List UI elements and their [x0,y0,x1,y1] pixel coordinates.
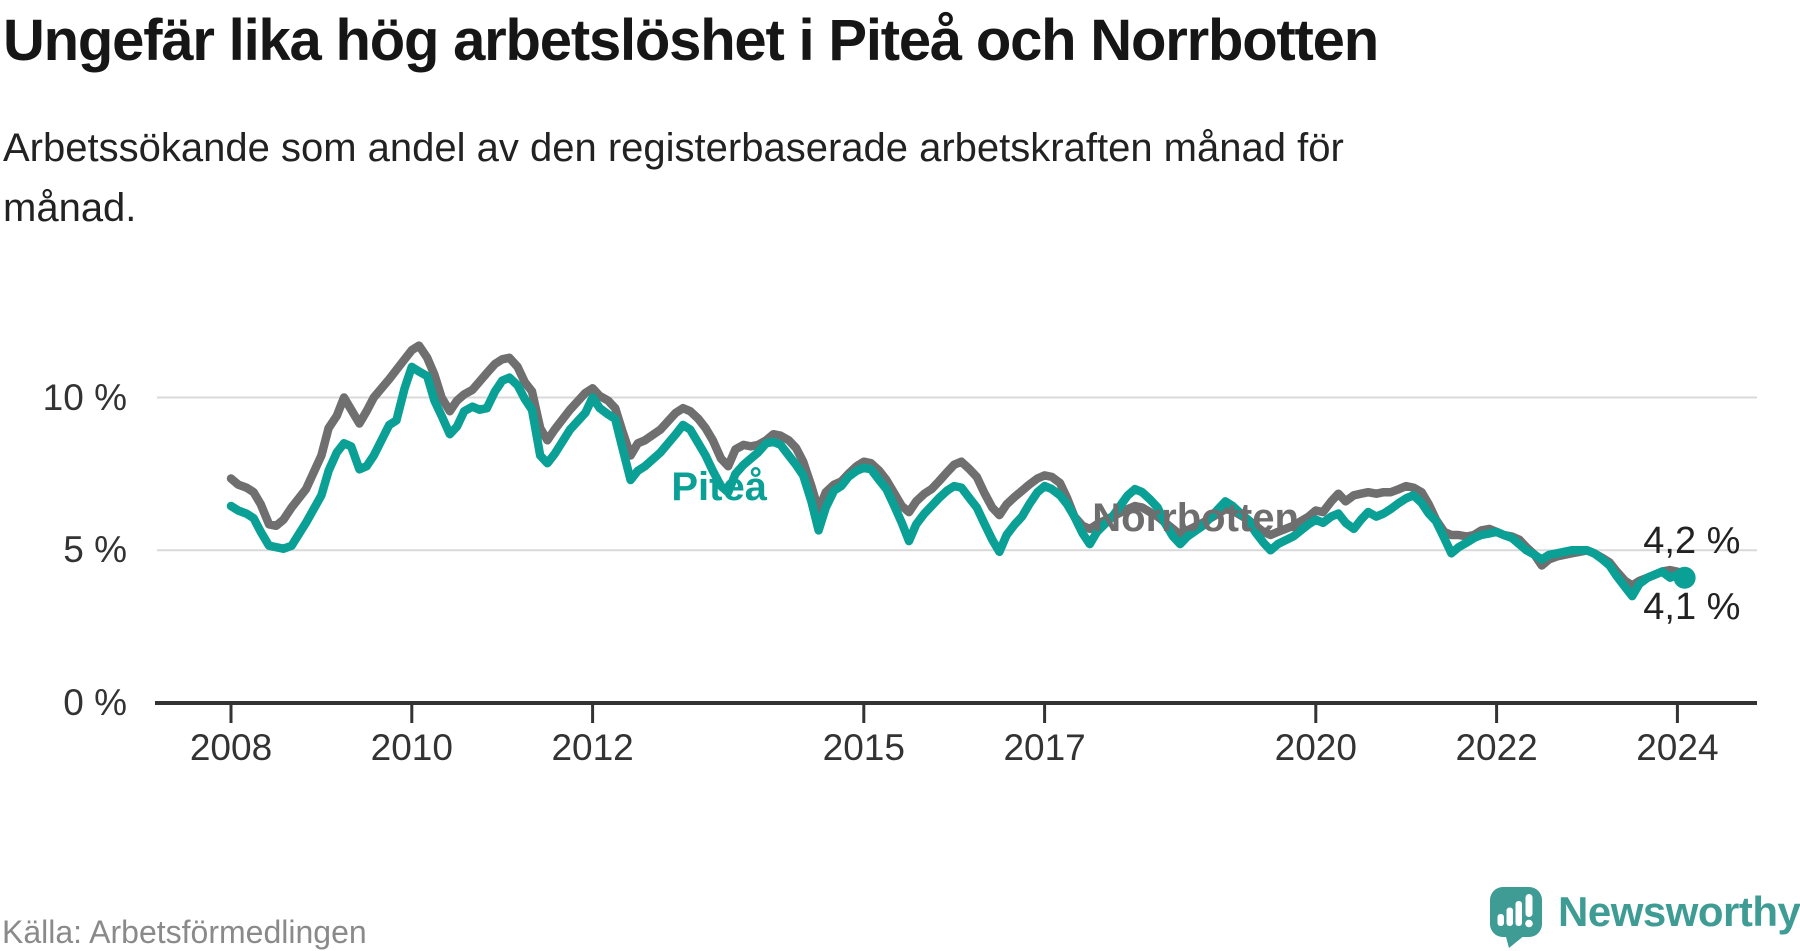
newsworthy-icon [1490,887,1542,948]
x-tick-label-2012: 2012 [551,727,634,768]
x-tick-label-2020: 2020 [1274,727,1357,768]
bar-1 [1497,914,1504,926]
series-line-pite [226,362,1689,601]
y-tick-label-0: 0 % [63,682,127,723]
series-line-norrbotten [226,341,1689,590]
exclamation-dot [1525,919,1533,928]
x-tick-label-2017: 2017 [1003,727,1086,768]
end-value-norrbotten: 4,2 % [1643,520,1741,563]
bar-2 [1506,907,1513,926]
end-value-pitea: 4,1 % [1643,586,1741,629]
source-attribution: Källa: Arbetsförmedlingen [2,914,367,950]
bar-3 [1515,901,1522,926]
newsworthy-wordmark: Newsworthy [1558,888,1800,935]
y-tick-label-5: 5 % [63,529,127,571]
pitea-label: Piteå [671,465,767,509]
x-tick-label-2008: 2008 [189,727,273,768]
series-end-dot-pite [1673,566,1696,589]
x-tick-label-2022: 2022 [1455,727,1538,768]
chart-title: Ungefär lika hög arbetslöshet i Piteå oc… [3,8,1379,73]
exclamation-bar [1525,894,1533,917]
y-tick-label-10: 10 % [42,376,127,418]
x-tick-label-2015: 2015 [822,727,905,768]
x-tick-label-2010: 2010 [370,727,453,768]
newsworthy-logo: Newsworthy [1490,887,1800,948]
chart-subtitle: Arbetssökande som andel av den registerb… [3,126,1344,230]
x-tick-label-2024: 2024 [1636,727,1719,768]
norrbotten-label: Norrbotten [1092,496,1299,541]
